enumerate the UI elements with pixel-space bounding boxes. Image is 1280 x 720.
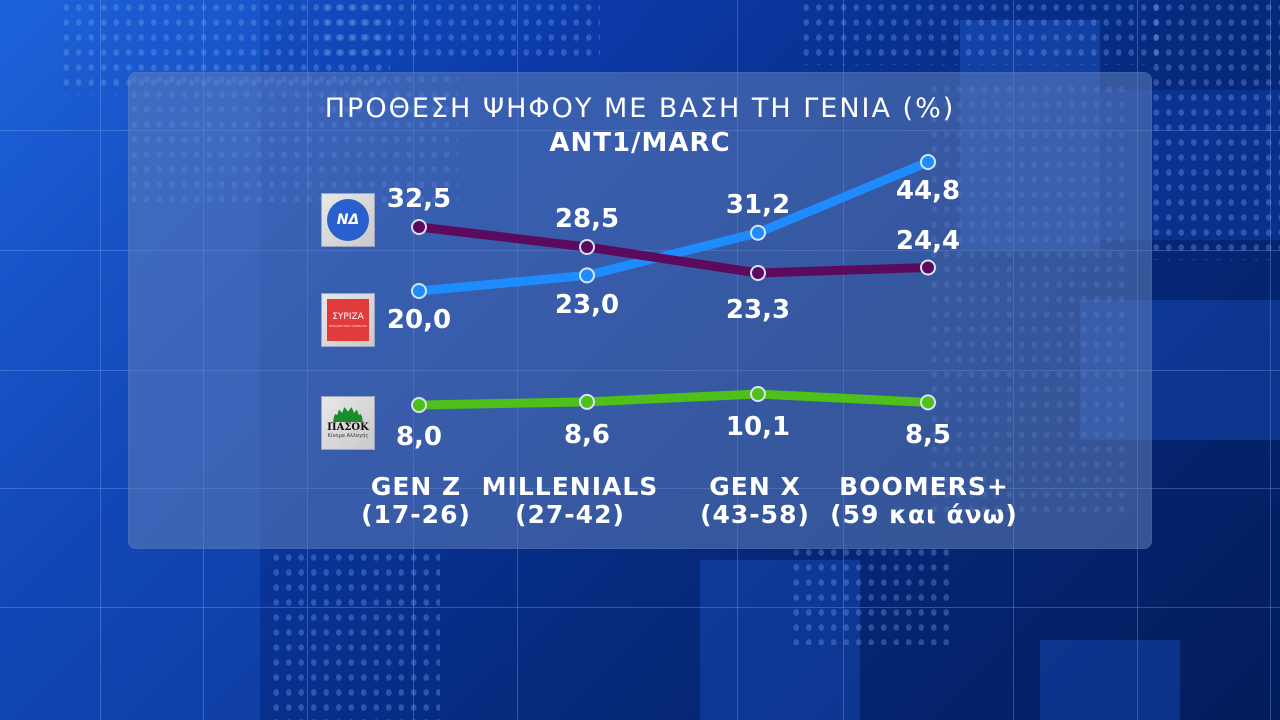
data-point-marker bbox=[579, 267, 595, 284]
category-range: (59 και άνω) bbox=[830, 500, 1018, 529]
category-name: BOOMERS+ bbox=[839, 472, 1009, 501]
nd-logo: ΝΔ bbox=[321, 193, 375, 247]
pasok-logo-icon: ΠΑΣΟΚ Κίνημα Αλλαγής bbox=[327, 407, 369, 439]
category-range: (43-58) bbox=[700, 500, 810, 529]
nd-value-millenials: 23,0 bbox=[554, 290, 620, 320]
data-point-marker bbox=[920, 259, 936, 276]
syriza-value-boomers: 24,4 bbox=[895, 226, 961, 256]
data-point-marker bbox=[920, 394, 936, 411]
syriza-logo-subtext: ΠΡΟΟΔΕΥΤΙΚΗ ΣΥΜΜΑΧΙΑ bbox=[328, 324, 368, 328]
category-genx: GEN X (43-58) bbox=[700, 473, 810, 529]
category-boomers: BOOMERS+ (59 και άνω) bbox=[830, 473, 1018, 529]
data-point-marker bbox=[411, 397, 427, 413]
pasok-value-genz: 8,0 bbox=[395, 422, 443, 452]
syriza-logo: ΣΥΡΙΖΑ ΠΡΟΟΔΕΥΤΙΚΗ ΣΥΜΜΑΧΙΑ bbox=[321, 293, 375, 347]
nd-value-boomers: 44,8 bbox=[895, 176, 961, 206]
data-point-marker bbox=[750, 386, 766, 402]
nd-value-genx: 31,2 bbox=[725, 190, 791, 220]
syriza-logo-text: ΣΥΡΙΖΑ bbox=[332, 312, 364, 322]
category-range: (17-26) bbox=[361, 500, 471, 529]
nd-value-genz: 20,0 bbox=[386, 305, 452, 335]
series-line-2 bbox=[418, 389, 929, 410]
pasok-value-boomers: 8,5 bbox=[904, 420, 952, 450]
pasok-value-genx: 10,1 bbox=[725, 412, 791, 442]
nd-logo-icon: ΝΔ bbox=[327, 199, 369, 241]
data-point-marker bbox=[579, 393, 595, 410]
pasok-logo: ΠΑΣΟΚ Κίνημα Αλλαγής bbox=[321, 396, 375, 450]
chart-panel bbox=[128, 72, 1152, 549]
category-millenials: MILLENIALS (27-42) bbox=[482, 473, 659, 529]
chart-title: ΠΡΟΘΕΣΗ ΨΗΦΟΥ ΜΕ ΒΑΣΗ ΤΗ ΓΕΝΙΑ (%) bbox=[324, 93, 956, 124]
series-line-0 bbox=[418, 157, 930, 296]
syriza-value-millenials: 28,5 bbox=[554, 204, 620, 234]
category-range: (27-42) bbox=[515, 500, 625, 529]
syriza-value-genx: 23,3 bbox=[725, 295, 791, 325]
syriza-logo-icon: ΣΥΡΙΖΑ ΠΡΟΟΔΕΥΤΙΚΗ ΣΥΜΜΑΧΙΑ bbox=[327, 299, 369, 341]
data-point-marker bbox=[579, 239, 595, 255]
data-point-marker bbox=[750, 224, 766, 241]
pasok-value-millenials: 8,6 bbox=[563, 420, 611, 450]
category-name: GEN Z bbox=[370, 472, 462, 501]
data-point-marker bbox=[750, 265, 766, 281]
data-point-marker bbox=[411, 219, 427, 235]
category-genz: GEN Z (17-26) bbox=[361, 473, 471, 529]
syriza-value-genz: 32,5 bbox=[386, 184, 452, 214]
chart-source: ANT1/MARC bbox=[549, 128, 731, 158]
data-point-marker bbox=[920, 154, 936, 170]
pasok-logo-subtext: Κίνημα Αλλαγής bbox=[327, 433, 369, 439]
pasok-logo-text: ΠΑΣΟΚ bbox=[327, 422, 369, 433]
category-name: MILLENIALS bbox=[481, 472, 659, 501]
data-point-marker bbox=[411, 283, 427, 299]
series-line-1 bbox=[418, 222, 929, 278]
category-name: GEN X bbox=[709, 472, 801, 501]
